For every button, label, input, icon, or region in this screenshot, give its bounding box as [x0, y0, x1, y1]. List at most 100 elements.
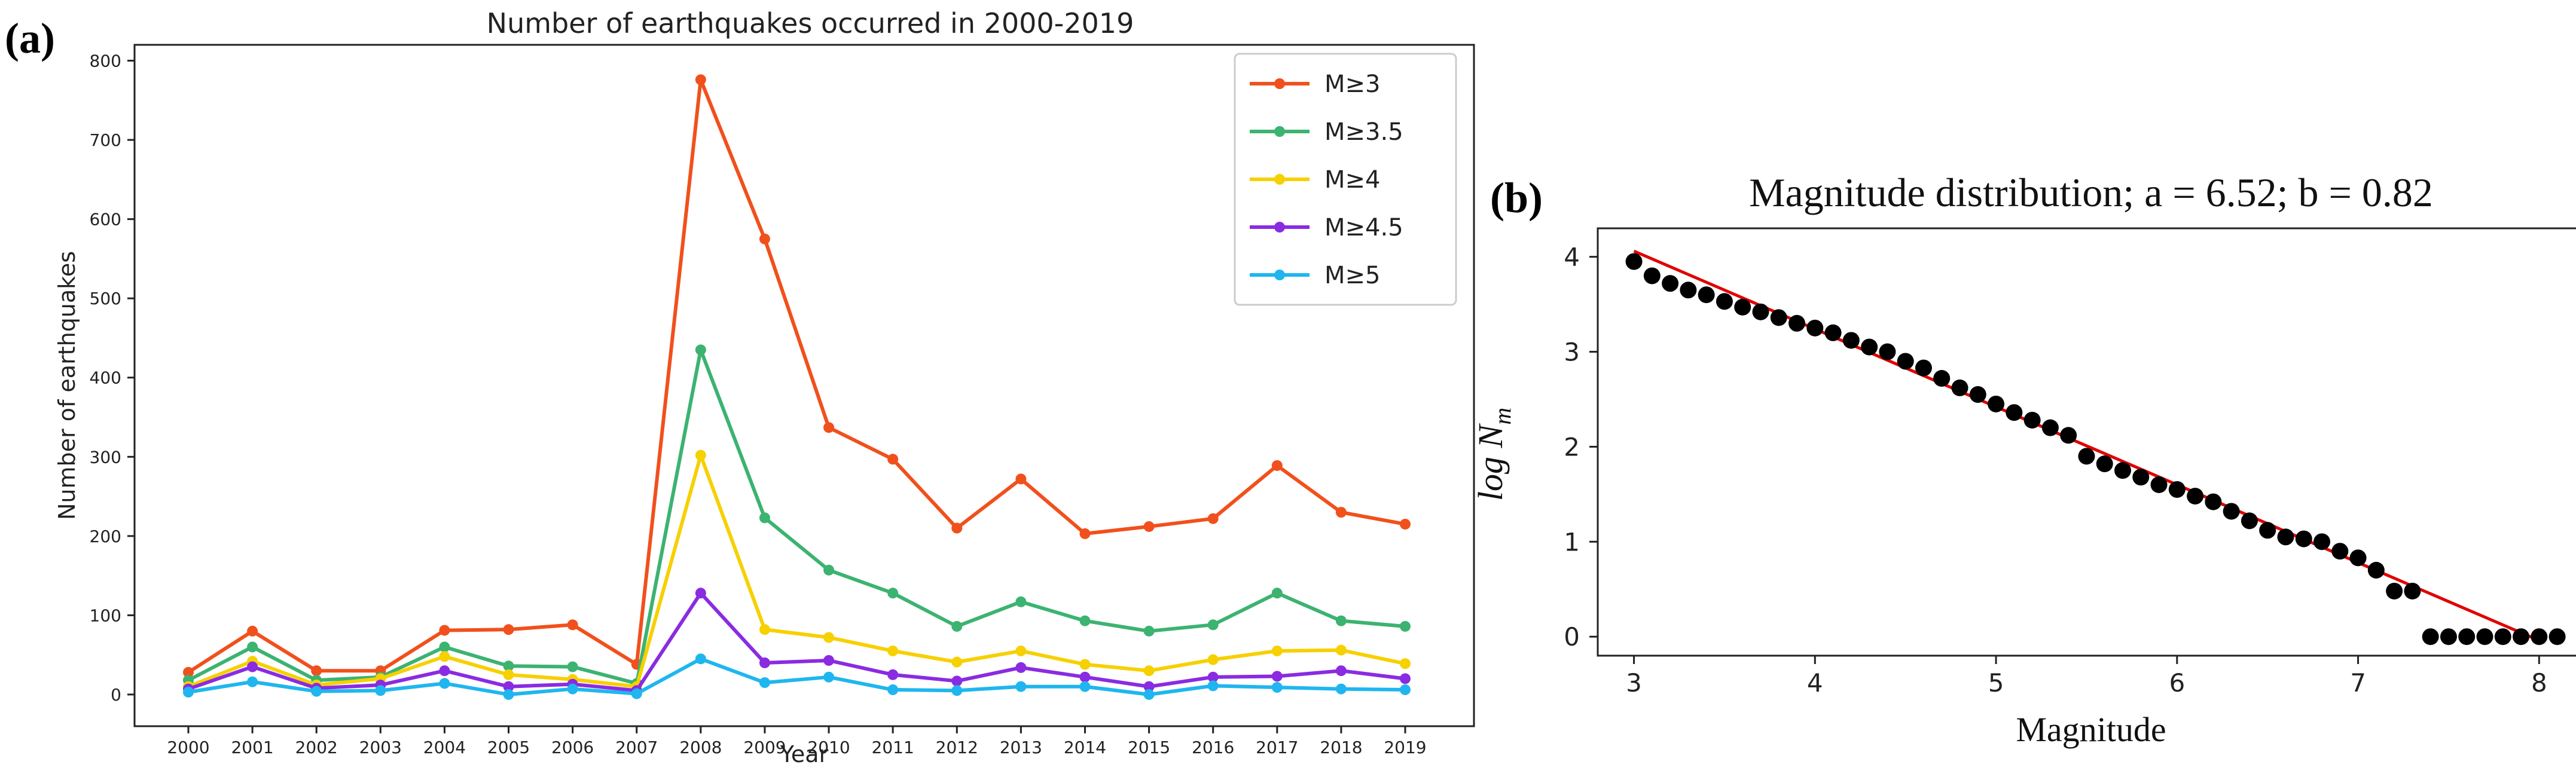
scatter-point — [2494, 628, 2511, 646]
data-point-a — [951, 522, 963, 534]
data-point-a — [695, 588, 706, 599]
data-point-a — [1271, 671, 1283, 682]
scatter-point — [1915, 359, 1932, 377]
data-point-a — [503, 660, 514, 672]
data-point-a — [695, 74, 706, 85]
data-point-a — [823, 422, 835, 433]
x-tick-label-a: 2004 — [423, 738, 466, 757]
data-point-a — [375, 685, 386, 696]
x-tick-label-a: 2011 — [872, 738, 914, 757]
data-point-a — [1400, 620, 1411, 632]
data-point-a — [503, 669, 514, 680]
data-point-a — [1079, 671, 1091, 683]
x-tick-label-a: 2012 — [936, 738, 978, 757]
scatter-point — [1680, 282, 1697, 299]
x-tick-label-a: 2016 — [1192, 738, 1234, 757]
plot-area-a — [133, 44, 1475, 727]
y-axis-b: 0 1 2 3 4 — [1564, 243, 1598, 651]
scatter-point — [2349, 549, 2367, 567]
y-axis-label-b: log Nm — [1471, 408, 1516, 501]
data-point-a — [247, 625, 258, 637]
scatter-chart-panel: (b) Magnitude distribution; a = 6.52; b … — [1471, 170, 2576, 749]
x-tick-label-a: 2005 — [487, 738, 530, 757]
data-point-a — [503, 624, 514, 635]
legend-box-a — [1234, 53, 1457, 306]
scatter-point — [2513, 628, 2530, 646]
x-axis-a: 2000 2001 2002 2003 2004 2005 2006 2007 2008 2009… — [167, 726, 1427, 757]
data-point-a — [1335, 615, 1347, 626]
legend-swatch-marker — [1274, 126, 1285, 137]
data-point-a — [439, 678, 450, 689]
scatter-point — [2006, 404, 2023, 421]
y-tick-label-a: 800 — [90, 51, 121, 71]
data-point-a — [1207, 671, 1219, 683]
scatter-point — [1716, 293, 1733, 310]
legend-label: M≥3 — [1324, 71, 1380, 98]
data-point-a — [759, 233, 770, 244]
data-point-a — [887, 684, 899, 696]
series-line-a — [187, 78, 1406, 674]
data-point-a — [951, 620, 963, 632]
scatter-point — [1969, 386, 1986, 403]
data-point-a — [823, 632, 835, 643]
scatter-points-b — [1625, 253, 2566, 646]
data-point-a — [1335, 644, 1347, 656]
scatter-point — [1643, 267, 1661, 285]
data-point-a — [951, 656, 963, 668]
series-line-a — [187, 348, 1406, 686]
data-point-a — [439, 665, 450, 677]
scatter-point — [2041, 419, 2059, 436]
data-point-a — [567, 661, 578, 672]
y-tick-label-a: 600 — [90, 210, 121, 230]
data-point-a — [1143, 681, 1155, 692]
x-axis-label-a: Year — [780, 741, 829, 767]
data-point-a — [1079, 615, 1091, 626]
data-point-a — [951, 685, 963, 696]
y-axis-label-b-main: log N — [1471, 423, 1510, 501]
data-point-a — [759, 677, 770, 689]
scatter-point — [1897, 353, 1914, 370]
scatter-point — [1879, 343, 1896, 360]
data-point-a — [1207, 654, 1219, 665]
scatter-point — [2313, 533, 2331, 550]
scatter-point — [2168, 481, 2186, 498]
scatter-point — [2440, 628, 2457, 646]
data-point-a — [1015, 681, 1027, 692]
data-point-a — [1015, 473, 1027, 485]
y-tick-label-a: 400 — [90, 368, 121, 388]
data-point-a — [439, 651, 450, 662]
data-point-a — [1015, 646, 1027, 657]
x-tick-label-a: 2014 — [1064, 738, 1106, 757]
scatter-point — [2132, 469, 2150, 486]
data-point-a — [439, 625, 450, 636]
scatter-point — [1770, 309, 1787, 326]
legend-label: M≥3.5 — [1324, 118, 1403, 146]
x-tick-label-a: 2013 — [1000, 738, 1042, 757]
x-tick-label-a: 2008 — [679, 738, 722, 757]
data-point-a — [1271, 588, 1283, 599]
scatter-point — [2096, 455, 2113, 473]
scatter-point — [2023, 411, 2041, 429]
legend-label: M≥4.5 — [1324, 214, 1403, 241]
chart-a-title: Number of earthquakes occurred in 2000-2… — [487, 7, 1134, 39]
data-point-a — [247, 661, 258, 672]
scatter-point — [2422, 628, 2439, 646]
y-tick-label-b: 0 — [1564, 622, 1580, 651]
chart-b-title: Magnitude distribution; a = 6.52; b = 0.… — [1749, 170, 2433, 215]
legend-swatch-marker — [1274, 270, 1285, 280]
y-tick-label-b: 3 — [1564, 338, 1580, 367]
data-point-a — [1271, 460, 1283, 471]
y-tick-label-a: 700 — [90, 130, 121, 150]
panel-b-label: (b) — [1490, 174, 1543, 222]
data-point-a — [247, 676, 258, 687]
data-point-a — [1143, 689, 1155, 700]
x-tick-label-b: 4 — [1807, 668, 1823, 698]
scatter-point — [1861, 338, 1878, 356]
scatter-point — [1806, 319, 1824, 337]
y-tick-label-a: 300 — [90, 447, 121, 467]
scatter-point — [2060, 427, 2077, 444]
legend-swatch-marker — [1274, 78, 1285, 89]
data-point-a — [1079, 681, 1091, 692]
scatter-point — [2404, 582, 2421, 599]
data-point-a — [567, 619, 578, 631]
